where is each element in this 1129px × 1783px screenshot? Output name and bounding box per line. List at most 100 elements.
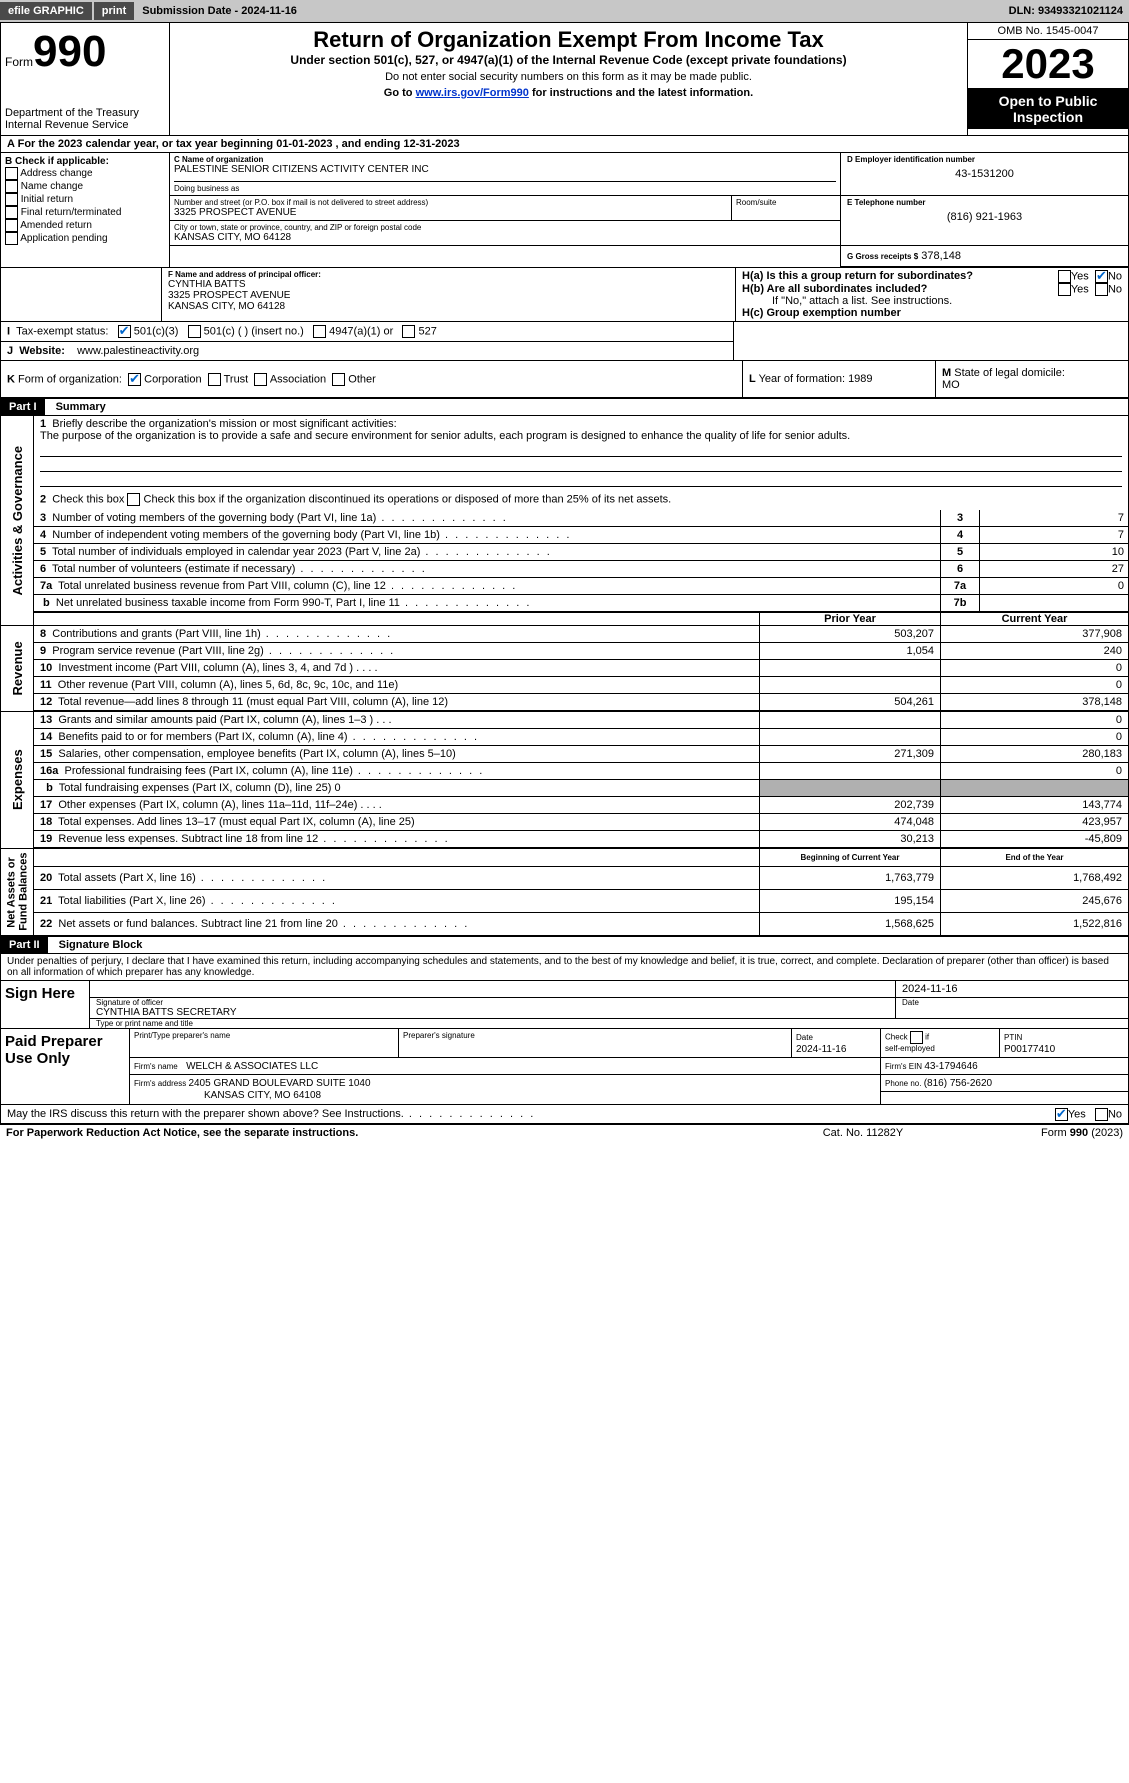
l11-text: Other revenue (Part VIII, column (A), li… — [58, 679, 398, 691]
firm-name: WELCH & ASSOCIATES LLC — [186, 1061, 318, 1072]
hb-label: H(b) Are all subordinates included? — [742, 283, 927, 295]
sig-officer-label: Signature of officer — [96, 998, 889, 1007]
l16a-curr: 0 — [941, 763, 1129, 780]
chk-assoc[interactable] — [254, 373, 267, 386]
form-header: Form990 Department of the Treasury Inter… — [0, 22, 1129, 136]
l12-prior: 504,261 — [760, 694, 941, 712]
part2-header: Part II — [1, 937, 48, 953]
l15-text: Salaries, other compensation, employee b… — [58, 748, 455, 760]
l20-curr: 1,768,492 — [941, 866, 1129, 889]
irs-link[interactable]: www.irs.gov/Form990 — [416, 87, 529, 99]
state-domicile: MO — [942, 379, 960, 391]
ha-no[interactable] — [1095, 270, 1108, 283]
chk-name-change[interactable] — [5, 180, 18, 193]
chk-amended[interactable] — [5, 219, 18, 232]
l19-text: Revenue less expenses. Subtract line 18 … — [58, 833, 449, 845]
l11-prior — [760, 677, 941, 694]
firm-phone-label: Phone no. — [885, 1079, 924, 1088]
gross-receipts: 378,148 — [921, 250, 961, 262]
l3-val: 7 — [980, 510, 1129, 527]
submission-date: Submission Date - 2024-11-16 — [136, 5, 303, 17]
dln: DLN: 93493321021124 — [1003, 5, 1129, 17]
chk-501c[interactable] — [188, 325, 201, 338]
chk-4947[interactable] — [313, 325, 326, 338]
city-label: City or town, state or province, country… — [174, 223, 836, 232]
form-subtitle: Under section 501(c), 527, or 4947(a)(1)… — [178, 53, 959, 67]
hb-no[interactable] — [1095, 283, 1108, 296]
l22-prior: 1,568,625 — [760, 912, 941, 936]
box-c-name-label: C Name of organization — [174, 155, 836, 164]
form-number: 990 — [33, 27, 106, 76]
l10-prior — [760, 660, 941, 677]
l7b-val — [980, 595, 1129, 613]
l17-prior: 202,739 — [760, 797, 941, 814]
side-expenses: Expenses — [1, 711, 34, 848]
l9-prior: 1,054 — [760, 643, 941, 660]
form-title: Return of Organization Exempt From Incom… — [178, 27, 959, 53]
chk-501c3[interactable] — [118, 325, 131, 338]
efile-button[interactable]: efile GRAPHIC — [0, 2, 92, 20]
discuss-yes[interactable] — [1055, 1108, 1068, 1121]
chk-other[interactable] — [332, 373, 345, 386]
box-b-title: B Check if applicable: — [5, 156, 165, 167]
l14-text: Benefits paid to or for members (Part IX… — [58, 731, 479, 743]
l10-text: Investment income (Part VIII, column (A)… — [58, 662, 353, 674]
header-block: B Check if applicable: Address change Na… — [0, 153, 1129, 268]
form-word: Form — [5, 55, 33, 69]
chk-self-employed[interactable] — [910, 1031, 923, 1044]
side-net-assets: Net Assets or Fund Balances — [1, 848, 34, 936]
l11-curr: 0 — [941, 677, 1129, 694]
ha-label: H(a) Is this a group return for subordin… — [742, 270, 973, 282]
l14-prior — [760, 729, 941, 746]
part2-title: Signature Block — [51, 939, 143, 951]
firm-name-label: Firm's name — [134, 1062, 180, 1071]
chk-address-change[interactable] — [5, 167, 18, 180]
l18-prior: 474,048 — [760, 814, 941, 831]
l14-curr: 0 — [941, 729, 1129, 746]
firm-addr2: KANSAS CITY, MO 64108 — [134, 1090, 321, 1101]
goto-post: for instructions and the latest informat… — [532, 87, 753, 99]
print-button[interactable]: print — [94, 2, 134, 20]
l15-curr: 280,183 — [941, 746, 1129, 763]
col-begin-year: Beginning of Current Year — [760, 848, 941, 866]
ein-value: 43-1531200 — [847, 164, 1122, 180]
tax-status-label: Tax-exempt status: — [16, 325, 108, 337]
officer-city: KANSAS CITY, MO 64128 — [168, 301, 729, 312]
l12-text: Total revenue—add lines 8 through 11 (mu… — [58, 696, 448, 708]
l21-prior: 195,154 — [760, 889, 941, 912]
firm-ein: 43-1794646 — [924, 1061, 977, 1072]
phone-value: (816) 921-1963 — [847, 207, 1122, 223]
paid-preparer-label: Paid Preparer Use Only — [1, 1029, 130, 1105]
chk-527[interactable] — [402, 325, 415, 338]
l5-val: 10 — [980, 544, 1129, 561]
l2-text: Check this box if the organization disco… — [144, 493, 672, 505]
hb-yes[interactable] — [1058, 283, 1071, 296]
box-e-label: E Telephone number — [847, 198, 1122, 207]
chk-trust[interactable] — [208, 373, 221, 386]
chk-corp[interactable] — [128, 373, 141, 386]
ptin-label: PTIN — [1004, 1033, 1022, 1042]
firm-addr-label: Firm's address — [134, 1079, 188, 1088]
l22-text: Net assets or fund balances. Subtract li… — [58, 918, 469, 930]
dba-label: Doing business as — [174, 184, 836, 193]
date-label: Date — [896, 997, 1129, 1018]
chk-discontinued[interactable] — [127, 493, 140, 506]
l3-text: Number of voting members of the governin… — [52, 512, 508, 524]
l18-curr: 423,957 — [941, 814, 1129, 831]
dept-treasury: Department of the Treasury Internal Reve… — [5, 107, 165, 131]
part1-title: Summary — [48, 401, 106, 413]
discuss-no[interactable] — [1095, 1108, 1108, 1121]
top-bar: efile GRAPHIC print Submission Date - 20… — [0, 0, 1129, 22]
l4-val: 7 — [980, 527, 1129, 544]
ha-yes[interactable] — [1058, 270, 1071, 283]
street-address: 3325 PROSPECT AVENUE — [174, 207, 727, 218]
preparer-name-label: Print/Type preparer's name — [130, 1029, 399, 1058]
chk-initial-return[interactable] — [5, 193, 18, 206]
chk-app-pending[interactable] — [5, 232, 18, 245]
l8-prior: 503,207 — [760, 626, 941, 643]
part1-header: Part I — [1, 399, 45, 415]
state-domicile-label: State of legal domicile: — [954, 367, 1065, 379]
l17-curr: 143,774 — [941, 797, 1129, 814]
chk-final-return[interactable] — [5, 206, 18, 219]
l5-text: Total number of individuals employed in … — [52, 546, 552, 558]
